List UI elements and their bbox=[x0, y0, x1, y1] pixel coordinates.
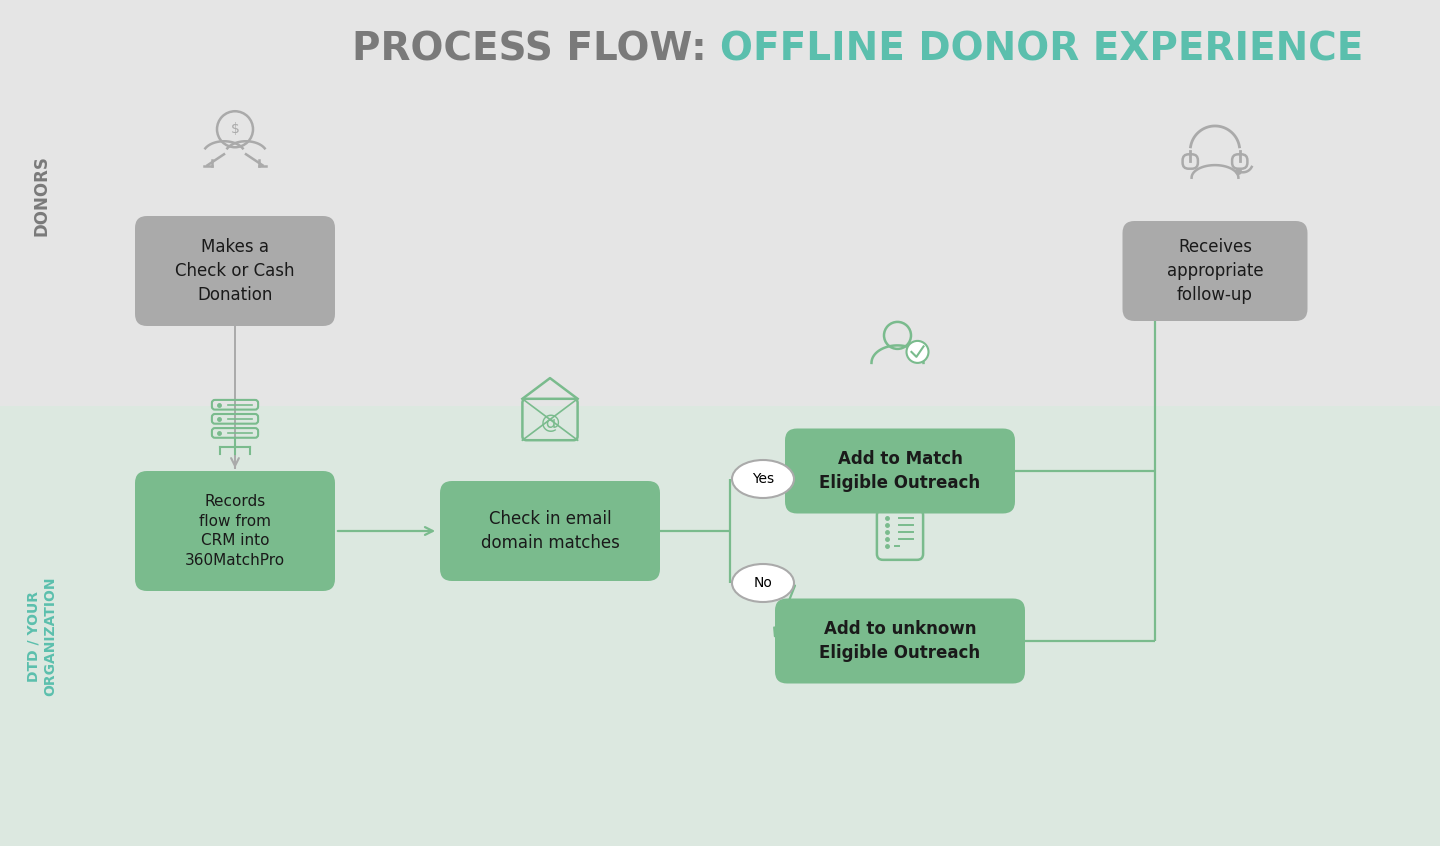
Ellipse shape bbox=[732, 460, 793, 498]
Bar bbox=[0, 0, 1440, 406]
Text: Receives
appropriate
follow-up: Receives appropriate follow-up bbox=[1166, 239, 1263, 304]
Text: Add to Match
Eligible Outreach: Add to Match Eligible Outreach bbox=[819, 450, 981, 492]
Text: No: No bbox=[753, 576, 772, 590]
FancyBboxPatch shape bbox=[135, 471, 336, 591]
FancyBboxPatch shape bbox=[135, 216, 336, 326]
Circle shape bbox=[907, 341, 929, 363]
Text: Makes a
Check or Cash
Donation: Makes a Check or Cash Donation bbox=[176, 239, 295, 304]
Text: Records
flow from
CRM into
360MatchPro: Records flow from CRM into 360MatchPro bbox=[184, 494, 285, 569]
Text: $: $ bbox=[230, 122, 239, 136]
FancyBboxPatch shape bbox=[441, 481, 660, 581]
Text: PROCESS FLOW:: PROCESS FLOW: bbox=[351, 30, 720, 68]
Text: Check in email
domain matches: Check in email domain matches bbox=[481, 510, 619, 552]
Text: OFFLINE DONOR EXPERIENCE: OFFLINE DONOR EXPERIENCE bbox=[720, 30, 1364, 68]
Bar bbox=[0, 406, 1440, 846]
Ellipse shape bbox=[732, 564, 793, 602]
FancyBboxPatch shape bbox=[775, 598, 1025, 684]
Text: Add to unknown
Eligible Outreach: Add to unknown Eligible Outreach bbox=[819, 620, 981, 662]
Text: DONORS: DONORS bbox=[33, 156, 50, 236]
FancyBboxPatch shape bbox=[1123, 221, 1308, 321]
Text: DTD / YOUR
ORGANIZATION: DTD / YOUR ORGANIZATION bbox=[27, 576, 58, 695]
Text: Yes: Yes bbox=[752, 472, 775, 486]
Text: @: @ bbox=[540, 414, 560, 432]
FancyBboxPatch shape bbox=[785, 429, 1015, 514]
